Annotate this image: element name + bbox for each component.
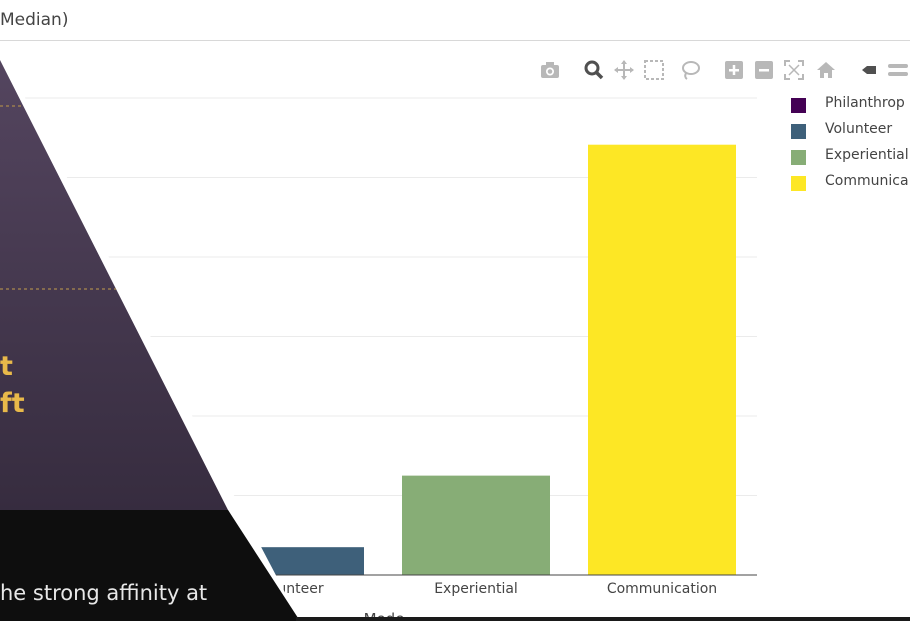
legend-label: Experiential — [825, 147, 909, 163]
spike-lines-icon[interactable] — [856, 58, 880, 82]
lasso-select-icon[interactable] — [678, 58, 702, 82]
compare-hover-icon[interactable] — [884, 58, 908, 82]
legend-label: Philanthrop — [825, 95, 905, 111]
legend-label: Communica — [825, 173, 909, 189]
autoscale-icon[interactable] — [782, 58, 806, 82]
pan-icon[interactable] — [612, 58, 636, 82]
zoom-out-icon[interactable] — [752, 58, 776, 82]
bar-volunteer[interactable] — [216, 547, 364, 575]
legend-swatch — [791, 98, 806, 113]
zoom-icon[interactable] — [582, 58, 606, 82]
x-tick-label: Communication — [607, 581, 717, 597]
x-tick-label: Experiential — [434, 581, 518, 597]
legend-swatch — [791, 124, 806, 139]
x-axis-title: Mode — [364, 610, 405, 621]
legend-swatch — [791, 176, 806, 191]
reset-axes-icon[interactable] — [814, 58, 838, 82]
legend-item[interactable]: Communica — [788, 173, 910, 199]
x-tick-label: Volunteer — [256, 581, 323, 597]
legend-item[interactable]: Philanthrop — [788, 95, 910, 121]
legend-item[interactable]: Volunteer — [788, 121, 910, 147]
camera-icon[interactable] — [538, 58, 562, 82]
chart-legend: Philanthrop Volunteer Experiential Commu… — [788, 95, 910, 199]
box-select-icon[interactable] — [642, 58, 666, 82]
bar-experiential[interactable] — [402, 476, 550, 575]
legend-item[interactable]: Experiential — [788, 147, 910, 173]
zoom-in-icon[interactable] — [722, 58, 746, 82]
legend-label: Volunteer — [825, 121, 892, 137]
bar-communication[interactable] — [588, 145, 736, 575]
legend-swatch — [791, 150, 806, 165]
